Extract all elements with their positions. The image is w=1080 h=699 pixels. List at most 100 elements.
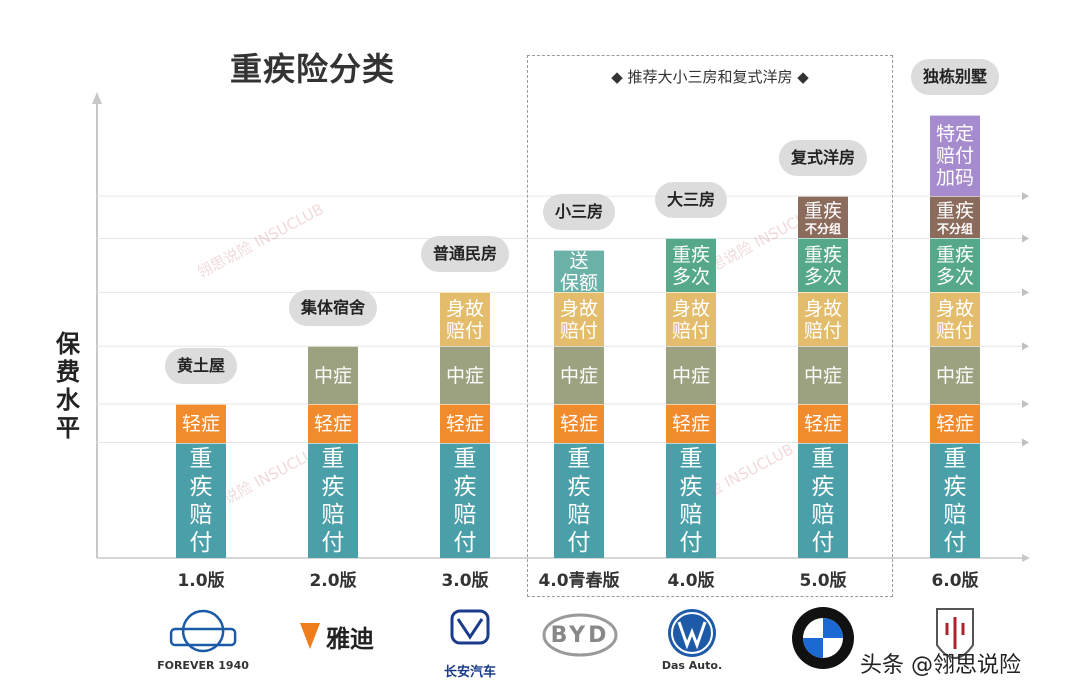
segment-label: 赔付	[671, 319, 710, 342]
gridline-arrow	[1022, 288, 1029, 297]
segment-label: 赔付	[803, 319, 842, 342]
segment-label: 轻症	[935, 412, 974, 435]
segment-label: 疾	[189, 473, 213, 500]
segment-label: 重	[567, 445, 591, 472]
segment-label: 疾	[679, 473, 703, 500]
segment-label: 赔付	[445, 319, 484, 342]
segment-label: 疾	[943, 473, 967, 500]
logo-mark	[936, 608, 974, 659]
highlight-box	[527, 55, 893, 597]
segment-label: 付	[811, 529, 835, 556]
bar-segment: 中症	[308, 346, 358, 404]
segment-label: 身故	[445, 297, 484, 320]
segment-label: 送	[569, 249, 589, 272]
brand-logo: 长安汽车	[430, 605, 510, 680]
segment-label: 疾	[567, 473, 591, 500]
version-tag: 黄土屋	[164, 348, 238, 384]
segment-label: 重	[811, 445, 835, 472]
segment-label: 中症	[803, 364, 842, 387]
x-tick-label: 4.0青春版	[538, 571, 620, 591]
bar-segment: 身故 赔付	[440, 292, 490, 347]
bar-segment: 重疾赔付	[554, 442, 604, 558]
bar-segment: 重疾 不分组	[930, 196, 980, 239]
segment-label: 付	[321, 529, 345, 556]
segment-label: 重	[453, 445, 477, 472]
segment-label: 保额	[559, 271, 598, 294]
x-tick-label: 1.0版	[177, 571, 225, 591]
segment-label: 中症	[559, 364, 598, 387]
segment-label: 重	[189, 445, 213, 472]
segment-label: 多次	[803, 265, 842, 288]
version-tag: 小三房	[542, 194, 616, 230]
bar-segment: 轻症	[176, 404, 226, 443]
segment-label: 身故	[803, 297, 842, 320]
segment-label: 赔	[679, 501, 703, 528]
bar-segment: 轻症	[440, 404, 490, 443]
bar-segment: 身故 赔付	[798, 292, 848, 347]
logo-text: BYD	[550, 623, 610, 648]
segment-label: 多次	[671, 265, 710, 288]
bar-segment: 轻症	[930, 404, 980, 443]
logo-mark	[542, 613, 618, 657]
logo-text: 长安汽车	[443, 665, 496, 680]
bar-segment: 重疾赔付	[176, 442, 226, 558]
bar-segment: 中症	[930, 346, 980, 404]
bar-segment: 中症	[798, 346, 848, 404]
segment-label: 身故	[935, 297, 974, 320]
segment-label: 付	[943, 529, 967, 556]
y-axis-arrow	[92, 92, 102, 104]
segment-label: 轻症	[445, 412, 484, 435]
bar-segment: 轻症	[798, 404, 848, 443]
logo-subtext: Das Auto.	[661, 659, 723, 672]
x-tick-label: 3.0版	[441, 571, 489, 591]
bar-segment: 重疾赔付	[930, 442, 980, 558]
bar-segment: 中症	[440, 346, 490, 404]
bar-segment: 送保额	[554, 249, 604, 294]
segment-label: 赔付	[559, 319, 598, 342]
bar-segment: 重疾赔付	[440, 442, 490, 558]
bar-segment: 重疾赔付	[666, 442, 716, 558]
version-tag: 集体宿舍	[288, 290, 378, 327]
footer-credit: 头条 @翎思说险	[860, 653, 1021, 678]
segment-label: 轻症	[803, 412, 842, 435]
segment-label: 重	[943, 445, 967, 472]
gridline-arrow	[1022, 234, 1029, 243]
x-tick-label: 2.0版	[309, 571, 357, 591]
bar-segment: 重疾 多次	[798, 238, 848, 293]
segment-sublabel: 不分组	[936, 221, 973, 236]
bar-segment: 重疾赔付	[308, 442, 358, 558]
segment-label: 轻症	[313, 412, 352, 435]
gridline-arrow	[1022, 400, 1029, 408]
segment-label: 付	[453, 529, 477, 556]
brand-logo	[915, 605, 995, 671]
logo-mark	[450, 609, 490, 645]
segment-label: 付	[679, 529, 703, 556]
segment-label: 重疾	[803, 199, 842, 222]
gridline-arrow	[1022, 192, 1029, 201]
segment-label: 赔付	[935, 319, 974, 342]
segment-label: 赔	[453, 501, 477, 528]
bar-segment: 身故 赔付	[930, 292, 980, 347]
x-tick-label: 5.0版	[799, 571, 847, 591]
gridline-arrow	[1022, 438, 1029, 447]
segment-label: 身故	[671, 297, 710, 320]
segment-label: 中症	[445, 364, 484, 387]
logo-subtext: FOREVER 1940	[157, 659, 249, 672]
segment-label: 身故	[559, 297, 598, 320]
highlight-caption: ◆ 推荐大小三房和复式洋房 ◆	[611, 68, 809, 86]
bar-segment: 重疾 多次	[930, 238, 980, 293]
segment-label: 轻症	[559, 412, 598, 435]
logo-text: 雅迪	[326, 625, 374, 653]
logo-mark	[668, 609, 716, 657]
logo-mark	[300, 623, 320, 649]
segment-label: 重	[321, 445, 345, 472]
segment-label: 付	[189, 529, 213, 556]
segment-label: 疾	[453, 473, 477, 500]
y-axis-label: 保费水平	[56, 330, 80, 442]
x-tick-label: 6.0版	[931, 571, 979, 591]
logo-mark	[792, 607, 854, 669]
bar-segment: 轻症	[308, 404, 358, 443]
segment-label: 中症	[313, 364, 352, 387]
bar-segment: 特定 赔付 加码	[930, 115, 980, 197]
